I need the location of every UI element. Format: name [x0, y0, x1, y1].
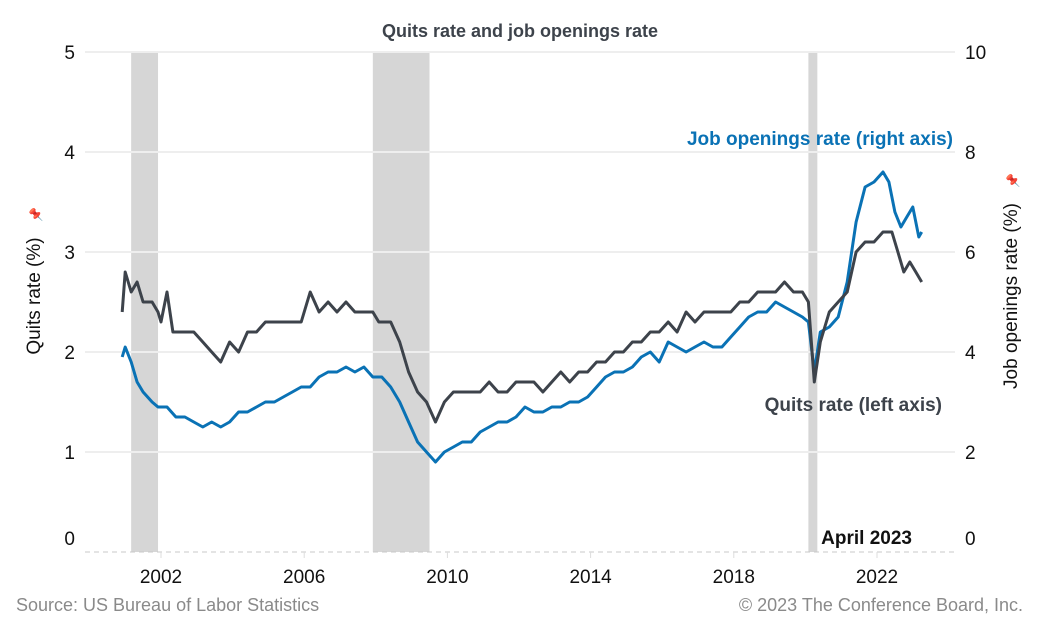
right-y-tick-label: 8: [965, 143, 976, 164]
x-tick-label: 2018: [713, 567, 755, 588]
pin-icon[interactable]: 📌: [28, 207, 43, 222]
pin-icon[interactable]: 📌: [1005, 173, 1020, 188]
x-tick-label: 2002: [140, 567, 182, 588]
left-y-tick-label: 4: [64, 143, 75, 164]
left-axis-title: Quits rate (%): [24, 237, 45, 354]
right-axis-title: Job openings rate (%): [1001, 203, 1022, 389]
x-tick-label: 2010: [426, 567, 468, 588]
quits-rate-line: [120, 230, 923, 424]
copyright-note: © 2023 The Conference Board, Inc.: [739, 595, 1023, 615]
right-y-tick-label: 4: [965, 343, 976, 364]
gridlines: [85, 51, 955, 453]
source-note: Source: US Bureau of Labor Statistics: [16, 595, 319, 615]
quits-annotation: Quits rate (left axis): [765, 395, 942, 416]
x-ticks: 2002 2006 2010 2014 2018 2022: [140, 552, 898, 588]
left-y-tick-label: 1: [64, 443, 75, 464]
left-y-tick-label: 0: [64, 529, 75, 550]
chart-title: Quits rate and job openings rate: [382, 21, 658, 41]
x-tick-label: 2022: [856, 567, 898, 588]
left-y-ticks: 0 1 2 3 4 5: [64, 43, 75, 550]
recession-shading: [131, 52, 818, 552]
right-y-ticks: 0 2 4 6 8 10: [965, 43, 986, 550]
right-y-tick-label: 10: [965, 43, 986, 64]
left-y-tick-label: 5: [64, 43, 75, 64]
job-openings-rate-line: [120, 170, 923, 464]
date-annotation: April 2023: [821, 528, 912, 549]
recession-band: [808, 52, 818, 552]
left-y-tick-label: 2: [64, 343, 75, 364]
openings-annotation: Job openings rate (right axis): [687, 129, 953, 150]
right-y-tick-label: 2: [965, 443, 976, 464]
left-y-tick-label: 3: [64, 243, 75, 264]
recession-band: [372, 52, 430, 552]
right-y-tick-label: 0: [965, 529, 976, 550]
series-lines: [120, 170, 923, 464]
x-tick-label: 2014: [569, 567, 612, 588]
x-tick-label: 2006: [283, 567, 325, 588]
right-y-tick-label: 6: [965, 243, 976, 264]
